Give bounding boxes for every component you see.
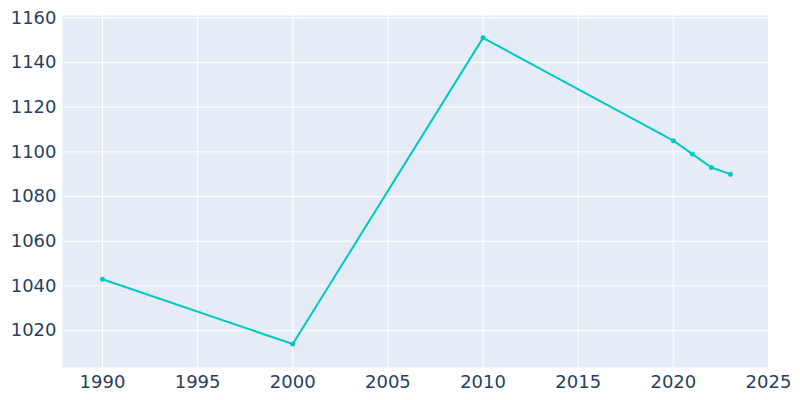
svg-text:1995: 1995 [175, 371, 221, 392]
svg-text:2010: 2010 [460, 371, 506, 392]
svg-text:2005: 2005 [365, 371, 411, 392]
svg-text:2015: 2015 [555, 371, 601, 392]
svg-text:2020: 2020 [650, 371, 696, 392]
svg-text:1040: 1040 [11, 275, 57, 296]
svg-text:2000: 2000 [270, 371, 316, 392]
svg-text:2025: 2025 [746, 371, 792, 392]
svg-text:1160: 1160 [11, 6, 57, 27]
svg-text:1020: 1020 [11, 319, 57, 340]
svg-text:1060: 1060 [11, 230, 57, 251]
svg-text:1140: 1140 [11, 51, 57, 72]
svg-text:1080: 1080 [11, 185, 57, 206]
svg-text:1990: 1990 [80, 371, 126, 392]
svg-text:1100: 1100 [11, 141, 57, 162]
svg-text:1120: 1120 [11, 96, 57, 117]
